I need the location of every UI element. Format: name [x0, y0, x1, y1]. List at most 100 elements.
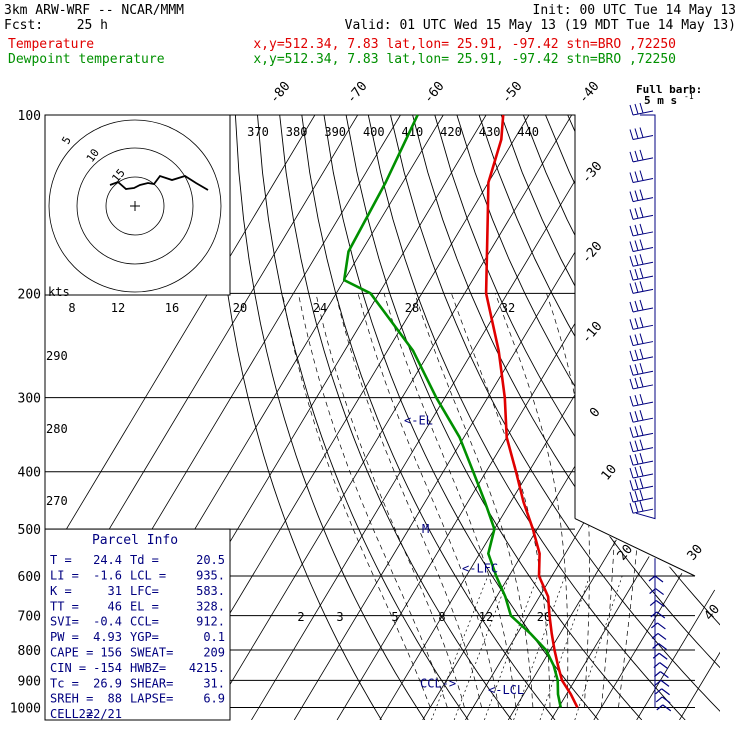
forecast-label: Fcst: — [4, 18, 43, 33]
parcel-box-frame — [44, 528, 231, 721]
parcel-row-label: CCL= — [130, 615, 159, 629]
wind-barb — [629, 410, 654, 423]
theta-e-label: 430 — [479, 125, 501, 139]
wind-barb — [652, 643, 667, 650]
mixing-ratio-line — [453, 575, 510, 720]
isotherm-label: 20 — [615, 542, 637, 564]
parcel-row-label: YGP= — [130, 630, 159, 644]
moist-adiabat-line — [315, 293, 465, 708]
moist-adiabat-line — [600, 293, 617, 708]
parcel-row-value: 222/21 — [79, 707, 122, 721]
parcel-row-label: PW = — [50, 630, 79, 644]
pressure-tick-label: 300 — [18, 392, 41, 407]
isotherm-line — [636, 115, 720, 720]
isotherm-line — [45, 115, 316, 720]
moist-adiabat-line — [282, 293, 431, 708]
moist-adiabat-line — [618, 293, 651, 708]
wind-barb — [655, 696, 671, 704]
mixing-ratio-label: 20 — [233, 301, 247, 315]
wind-barb — [649, 588, 664, 596]
parcel-row-value: 31. — [203, 676, 225, 690]
parcel-row-value: 4215. — [189, 661, 225, 675]
parcel-row-label: Tc = — [50, 676, 79, 690]
wind-barb — [629, 348, 654, 362]
parcel-row-label: LI = — [50, 569, 79, 583]
wind-barb — [629, 501, 654, 514]
mixing-ratio-lower-label: 12 — [479, 610, 493, 624]
theta-e-label: 390 — [324, 125, 346, 139]
wind-barb — [629, 439, 654, 453]
isotherm-label: -50 — [499, 79, 526, 107]
isotherm-label: 40 — [702, 602, 724, 624]
wind-barb — [629, 425, 654, 438]
model-title: 3km ARW-WRF -- NCAR/MMM — [4, 3, 184, 18]
dry-adiabat-line — [301, 115, 556, 720]
mixing-ratio-label: 16 — [165, 301, 179, 315]
parcel-row-label: LCL = — [130, 569, 166, 583]
parcel-row-label: Td = — [130, 553, 159, 567]
mixing-ratio-label: 8 — [68, 301, 75, 315]
pressure-tick-label: 1000 — [10, 701, 41, 716]
mixing-ratio-lower-label: 2 — [297, 610, 304, 624]
wind-barbs — [629, 102, 672, 712]
parcel-row-label: K = — [50, 584, 72, 598]
mixing-ratio-lower-label: 8 — [438, 610, 445, 624]
parcel-row-value: 0.1 — [203, 630, 225, 644]
wind-barb — [629, 281, 654, 294]
moist-adiabat-line — [451, 293, 551, 708]
barb-legend-exponent: -1 — [684, 92, 694, 101]
mixing-ratio-lower-label: 3 — [336, 610, 343, 624]
isotherm-line — [722, 115, 740, 720]
isotherm-label: -40 — [576, 79, 603, 107]
isotherm-label: 0 — [587, 405, 604, 421]
parcel-row-label: LFC= — [130, 584, 159, 598]
isotherm-line — [293, 115, 658, 720]
parcel-row-label: T = — [50, 553, 72, 567]
wind-barb — [629, 170, 654, 183]
isotherm-line — [208, 115, 573, 720]
parcel-row-value: 156 — [100, 646, 122, 660]
wind-barb — [650, 611, 666, 619]
wind-barb — [629, 299, 654, 313]
wind-barb — [629, 465, 654, 479]
isotherm-label: -20 — [579, 239, 606, 267]
hodograph-unit-label: kts — [48, 285, 70, 299]
parcel-row-label: CELL = — [50, 707, 93, 721]
moist-adiabat-line — [357, 293, 500, 708]
mixing-ratio-label: 12 — [111, 301, 125, 315]
isotherm-line — [550, 115, 720, 720]
moist-adiabat-line — [494, 293, 569, 708]
parcel-info-title: Parcel Info — [92, 533, 178, 548]
level-annotation: <-EL — [404, 414, 433, 428]
wind-barb — [629, 489, 654, 503]
parcel-row-value: -0.4 — [93, 615, 122, 629]
level-annotation: CCL-> — [420, 677, 456, 691]
wind-barb — [629, 333, 654, 347]
dewpoint-legend-label: Dewpoint temperature — [8, 52, 165, 67]
wind-barb — [629, 189, 654, 203]
isotherm-label: -80 — [267, 79, 294, 107]
mixing-ratio-line — [484, 575, 538, 720]
isotherm-label: 30 — [685, 542, 707, 564]
wind-barb — [629, 478, 654, 491]
pressure-tick-label: 400 — [18, 466, 41, 481]
isotherm-line — [251, 115, 615, 720]
wind-barb — [654, 679, 670, 687]
wind-barb — [629, 453, 654, 466]
parcel-row-value: -1.6 — [93, 569, 122, 583]
forecast-hours: 25 h — [77, 18, 108, 33]
adiabat-label: 290 — [46, 349, 68, 363]
isotherm-line — [593, 115, 720, 720]
dry-adiabat-line — [367, 115, 686, 720]
parcel-row-value: 328. — [196, 599, 225, 613]
level-annotation: M — [422, 522, 429, 536]
mixing-ratio-lower-label: 20 — [537, 610, 551, 624]
parcel-row-value: 4.93 — [93, 630, 122, 644]
moist-adiabat-line — [414, 293, 534, 708]
parcel-row-label: SHEAR= — [130, 676, 173, 690]
dry-adiabat-line — [345, 115, 643, 720]
wind-barb — [648, 575, 664, 583]
isotherm-label: -70 — [344, 79, 371, 107]
